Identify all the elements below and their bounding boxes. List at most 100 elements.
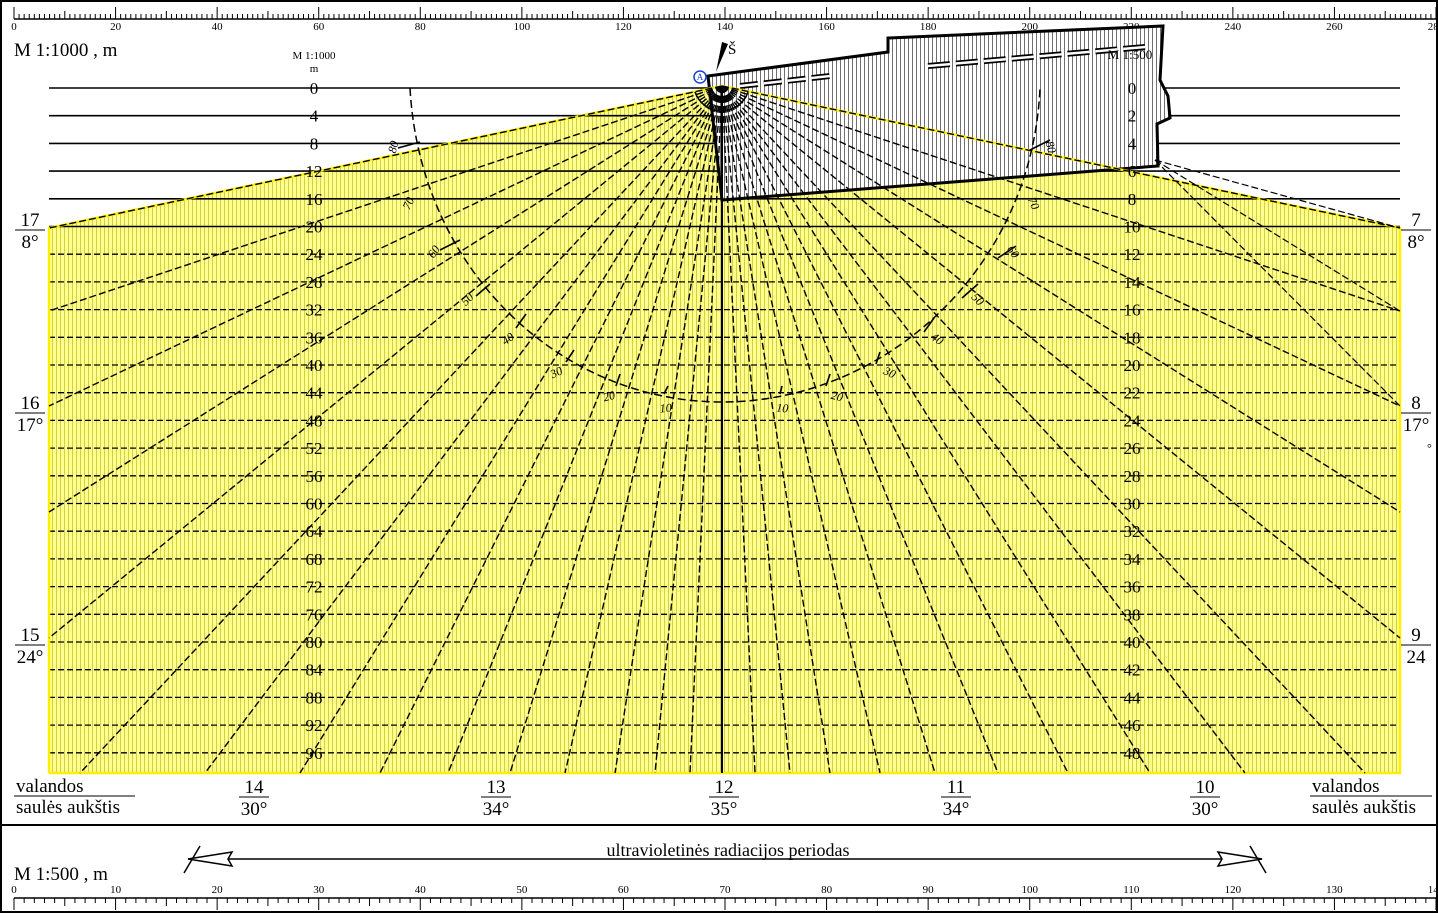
- left-axis-tick-label: 84: [306, 661, 324, 680]
- right-axis-tick-label: 32: [1124, 522, 1141, 541]
- sun-altitude-label: 24°: [17, 647, 44, 668]
- right-axis-tick-label: 20: [1124, 356, 1141, 375]
- right-axis-tick-label: 34: [1124, 550, 1142, 569]
- left-axis-tick-label: 92: [306, 716, 323, 735]
- legend-right-hours: valandos: [1312, 776, 1380, 797]
- building-shadow-ray: [1154, 159, 1401, 407]
- sun-ray: [447, 85, 723, 774]
- top-scale-label: M 1:1000 , m: [14, 40, 118, 61]
- sun-ray: [379, 85, 723, 774]
- left-axis-tick-label: 68: [306, 550, 323, 569]
- ruler-label: 160: [818, 21, 835, 33]
- sun-ray: [564, 85, 723, 774]
- arc-label: 80: [385, 139, 402, 154]
- hour-label: 10: [1196, 777, 1215, 798]
- hour-label: 7: [1411, 210, 1421, 231]
- ruler-label: 120: [1225, 884, 1242, 896]
- right-axis-tick-label: 46: [1124, 716, 1141, 735]
- arc-label: 70: [1025, 195, 1043, 212]
- arc-tick: [439, 239, 461, 251]
- sun-altitude-label: 30°: [1192, 799, 1219, 820]
- point-a-marker: [693, 70, 707, 84]
- sun-ray: [721, 85, 791, 774]
- sun-ray: [48, 85, 723, 513]
- right-axis-tick-label: 36: [1124, 578, 1141, 597]
- arc-label: 70: [399, 195, 417, 212]
- ruler-label: 80: [821, 884, 833, 896]
- sun-altitude-label: 24: [1407, 647, 1427, 668]
- right-axis-tick-label: 30: [1124, 495, 1141, 514]
- left-axis-tick-label: 20: [306, 218, 323, 237]
- stray-degree: °: [1427, 441, 1432, 455]
- right-axis-tick-label: 22: [1124, 384, 1141, 403]
- ruler-label: 90: [923, 884, 935, 896]
- arc-tick: [615, 373, 621, 387]
- right-axis-tick-label: 24: [1124, 411, 1142, 430]
- top-ruler: 020406080100120140160180200220240260280: [11, 7, 1438, 33]
- left-axis-labels: 0481216202428323640444852566064687276808…: [306, 79, 324, 763]
- ruler-label: 120: [615, 21, 632, 33]
- left-axis-tick-label: 32: [306, 301, 323, 320]
- arc-tick: [779, 385, 783, 395]
- ruler-label: 50: [516, 884, 528, 896]
- legend-right-altitude: saulės aukštis: [1312, 797, 1416, 818]
- left-axis-tick-label: 44: [306, 384, 324, 403]
- right-axis-labels: 0246810121416182022242628303234363840424…: [1124, 79, 1142, 763]
- right-axis-tick-label: 44: [1124, 688, 1142, 707]
- left-axis-tick-label: 88: [306, 688, 323, 707]
- sun-altitude-label: 34°: [483, 799, 510, 820]
- ruler-label: 60: [313, 21, 325, 33]
- sun-ray: [721, 85, 1401, 513]
- sun-ray: [48, 85, 723, 639]
- ruler-label: 260: [1326, 21, 1343, 33]
- arc-tick: [961, 283, 979, 299]
- ruler-label: 80: [415, 21, 427, 33]
- right-axis-tick-label: 8: [1128, 190, 1137, 209]
- arc-tick: [397, 141, 421, 149]
- right-axis-tick-label: 40: [1124, 633, 1141, 652]
- left-axis-tick-label: 60: [306, 495, 323, 514]
- hour-label: 9: [1411, 625, 1421, 646]
- altitude-arc: [409, 87, 1041, 403]
- left-axis-tick-label: 48: [306, 411, 323, 430]
- hour-label: 13: [487, 777, 506, 798]
- left-axis-tick-label: 56: [306, 467, 323, 486]
- left-axis-tick-label: 28: [306, 273, 323, 292]
- ruler-label: 40: [415, 884, 427, 896]
- shadow-zone: [49, 86, 1400, 773]
- left-axis-tick-label: 16: [306, 190, 323, 209]
- building-shadow-ray: [1154, 159, 1401, 312]
- right-axis-tick-label: 2: [1128, 107, 1137, 126]
- right-axis-tick-label: 28: [1124, 467, 1141, 486]
- ruler-label: 20: [110, 21, 122, 33]
- hour-label: 8: [1411, 393, 1421, 414]
- legend-left-altitude: saulės aukštis: [16, 797, 120, 818]
- sun-ray: [654, 85, 723, 774]
- sun-ray: [721, 85, 1401, 312]
- right-axis-tick-label: 48: [1124, 744, 1141, 763]
- sun-ray: [48, 85, 723, 229]
- hour-label: 17: [21, 210, 40, 231]
- left-axis-tick-label: 52: [306, 439, 323, 458]
- left-axis-tick-label: 96: [306, 744, 323, 763]
- left-axis-tick-label: 8: [310, 134, 319, 153]
- ruler-label: 100: [1021, 884, 1038, 896]
- sun-ray: [204, 85, 723, 774]
- arc-tick: [663, 385, 669, 395]
- arc-label: 30: [547, 363, 565, 381]
- sun-ray: [614, 85, 723, 774]
- arc-tick: [1029, 139, 1051, 151]
- ruler-label: 140: [1428, 884, 1438, 896]
- right-axis-header: M 1:500: [1108, 47, 1152, 62]
- bottom-ruler: 0 10 20 30 40 50 60 70 80 90 100 110 120 130 140: [11, 884, 1438, 910]
- building-shadow-ray: [1154, 159, 1401, 229]
- uv-period-label: ultravioletinės radiacijos periodas: [607, 840, 850, 860]
- left-axis-tick-label: 36: [306, 328, 323, 347]
- ruler-label: 0: [11, 884, 17, 896]
- sun-altitude-label: 34°: [943, 799, 970, 820]
- uv-period-arrow: [183, 845, 1267, 874]
- sun-ray: [721, 85, 1401, 639]
- ruler-label: 10: [110, 884, 122, 896]
